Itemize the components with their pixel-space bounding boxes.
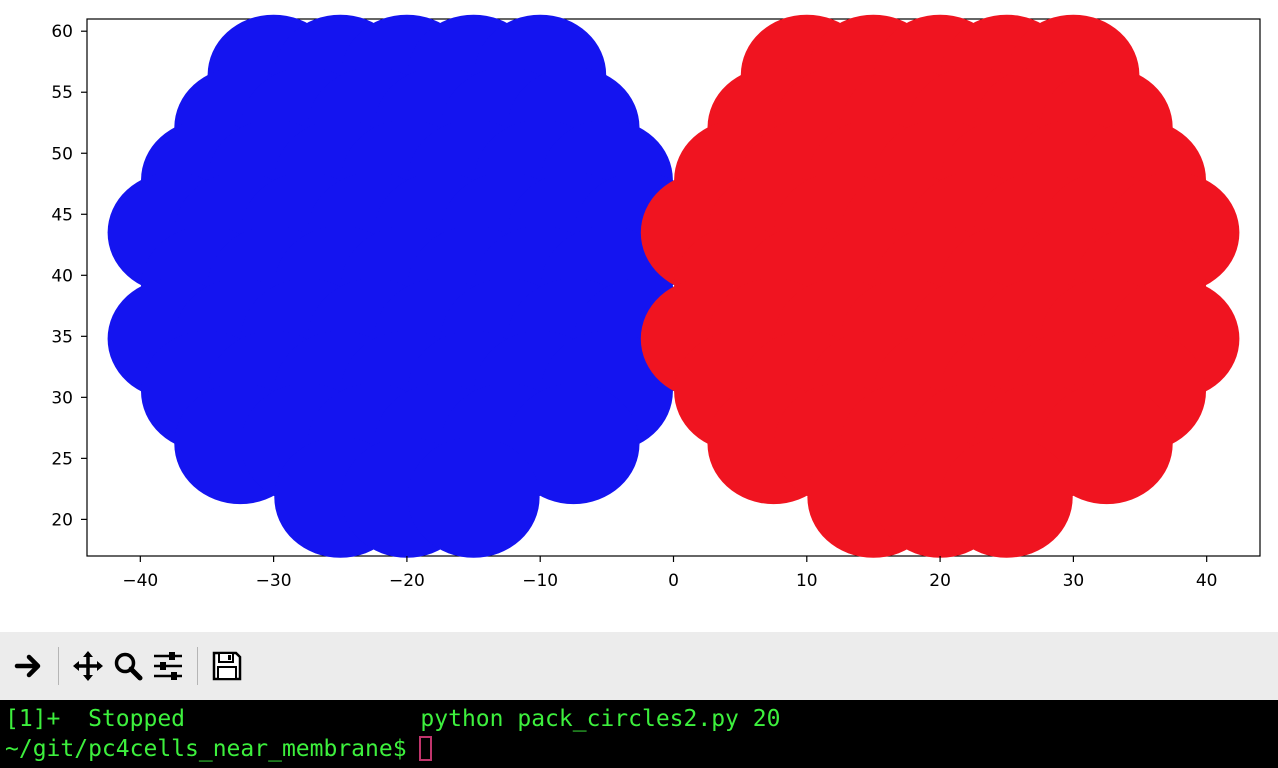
x-tick-label: −10 (522, 571, 558, 591)
y-tick-label: 45 (51, 205, 73, 225)
circles-layer (107, 14, 1240, 558)
x-tick-label: −20 (389, 571, 425, 591)
red-circle (1040, 383, 1173, 505)
x-tick-label: −30 (256, 571, 292, 591)
terminal-prompt-line[interactable]: ~/git/pc4cells_near_membrane$ (5, 734, 1278, 764)
toolbar-separator (197, 647, 198, 685)
blue-circle (507, 383, 640, 505)
forward-button[interactable] (10, 647, 48, 685)
y-tick-label: 40 (51, 266, 73, 286)
x-tick-label: 30 (1063, 571, 1085, 591)
subplots-sliders-icon (154, 652, 182, 680)
x-tick-label: −40 (122, 571, 158, 591)
y-tick-label: 20 (51, 510, 73, 530)
y-tick-label: 30 (51, 388, 73, 408)
x-tick-label: 40 (1196, 571, 1218, 591)
x-axis: −40 −30 −20 −10 0 10 20 30 40 (122, 556, 1218, 591)
red-circle (940, 437, 1073, 558)
blue-circle (407, 437, 540, 558)
y-tick-label: 60 (51, 22, 73, 42)
x-tick-label: 0 (668, 571, 679, 591)
pan-button[interactable] (69, 647, 107, 685)
terminal-job-line: [1]+ Stopped python pack_circles2.py 20 (5, 706, 781, 732)
configure-subplots-button[interactable] (149, 647, 187, 685)
terminal-cursor (418, 736, 432, 761)
save-button[interactable] (208, 647, 246, 685)
zoom-button[interactable] (109, 647, 147, 685)
figure-canvas: −40 −30 −20 −10 0 10 20 30 40 20 25 30 35 40 45 50 55 60 (51, 14, 1261, 591)
y-tick-label: 55 (51, 83, 73, 103)
toolbar-separator (58, 647, 59, 685)
terminal[interactable]: [1]+ Stopped python pack_circles2.py 20 … (0, 700, 1278, 768)
y-tick-label: 35 (51, 327, 73, 347)
y-tick-label: 25 (51, 449, 73, 469)
x-tick-label: 20 (929, 571, 951, 591)
pan-arrows-icon (73, 651, 103, 681)
x-tick-label: 10 (796, 571, 818, 591)
y-tick-label: 50 (51, 144, 73, 164)
terminal-prompt: ~/git/pc4cells_near_membrane$ (5, 736, 407, 762)
zoom-magnifier-icon (114, 652, 143, 681)
y-axis: 20 25 30 35 40 45 50 55 60 (51, 22, 87, 530)
save-floppy-icon (212, 651, 242, 681)
plot-toolbar (0, 632, 1278, 700)
forward-arrow-icon (14, 654, 41, 678)
